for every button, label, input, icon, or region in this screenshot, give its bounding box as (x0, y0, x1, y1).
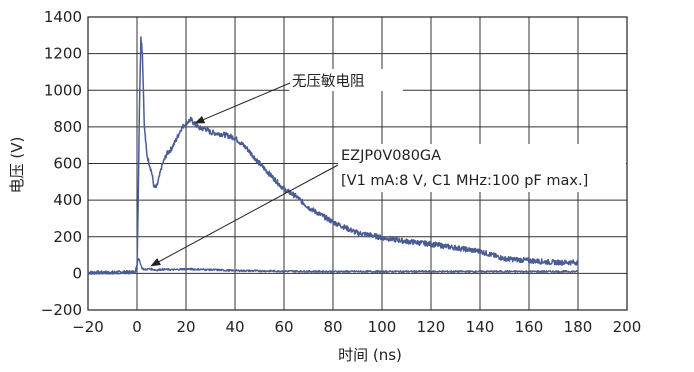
annotation-varistor-spec: [V1 mA:8 V, C1 MHz:100 pF max.] (341, 173, 588, 189)
x-tick-label: 40 (225, 318, 244, 336)
annotation-arrow (194, 82, 291, 124)
annotation-background (289, 69, 403, 91)
x-tick-label: 200 (613, 318, 642, 336)
x-tick-label: 180 (564, 318, 593, 336)
y-tick-label: 0 (72, 264, 82, 282)
series-line-1 (87, 257, 579, 275)
series-line-0 (87, 36, 579, 275)
x-tick-label: 100 (368, 318, 397, 336)
y-tick-label: 600 (53, 155, 82, 173)
plot-area (87, 36, 579, 275)
y-tick-label: 1200 (44, 45, 82, 63)
x-tick-label: 160 (515, 318, 544, 336)
y-tick-label: 1000 (44, 81, 82, 99)
annotation-arrow (150, 164, 339, 267)
annotation-varistor: EZJP0V080GA (341, 148, 441, 164)
y-tick-label: 800 (53, 118, 82, 136)
y-tick-label: −200 (41, 301, 82, 319)
y-tick-label: 400 (53, 191, 82, 209)
x-tick-label: 140 (466, 318, 495, 336)
x-tick-label: 120 (417, 318, 446, 336)
x-axis-ticks: −20 0 20 40 60 80 100 120 140 160 180 200 (72, 318, 641, 336)
annotations: 无压敏电阻 EZJP0V080GA [V1 mA:8 V, C1 MHz:100 p… (150, 69, 626, 267)
x-tick-label: 80 (323, 318, 342, 336)
x-tick-label: 60 (274, 318, 293, 336)
x-tick-label: 20 (176, 318, 195, 336)
grid (87, 16, 628, 311)
x-tick-label: −20 (72, 318, 104, 336)
annotation-background (338, 144, 626, 192)
x-axis-label: 时间 (ns) (338, 346, 402, 364)
y-axis-label: 电压 (V) (8, 137, 26, 194)
y-tick-label: 1400 (44, 8, 82, 26)
plot-border (87, 16, 628, 311)
annotation-no-varistor: 无压敏电阻 (292, 73, 365, 90)
y-tick-label: 200 (53, 228, 82, 246)
y-axis-ticks: −200 0 200 400 600 800 1000 1200 1400 (41, 8, 82, 319)
x-tick-label: 0 (132, 318, 142, 336)
